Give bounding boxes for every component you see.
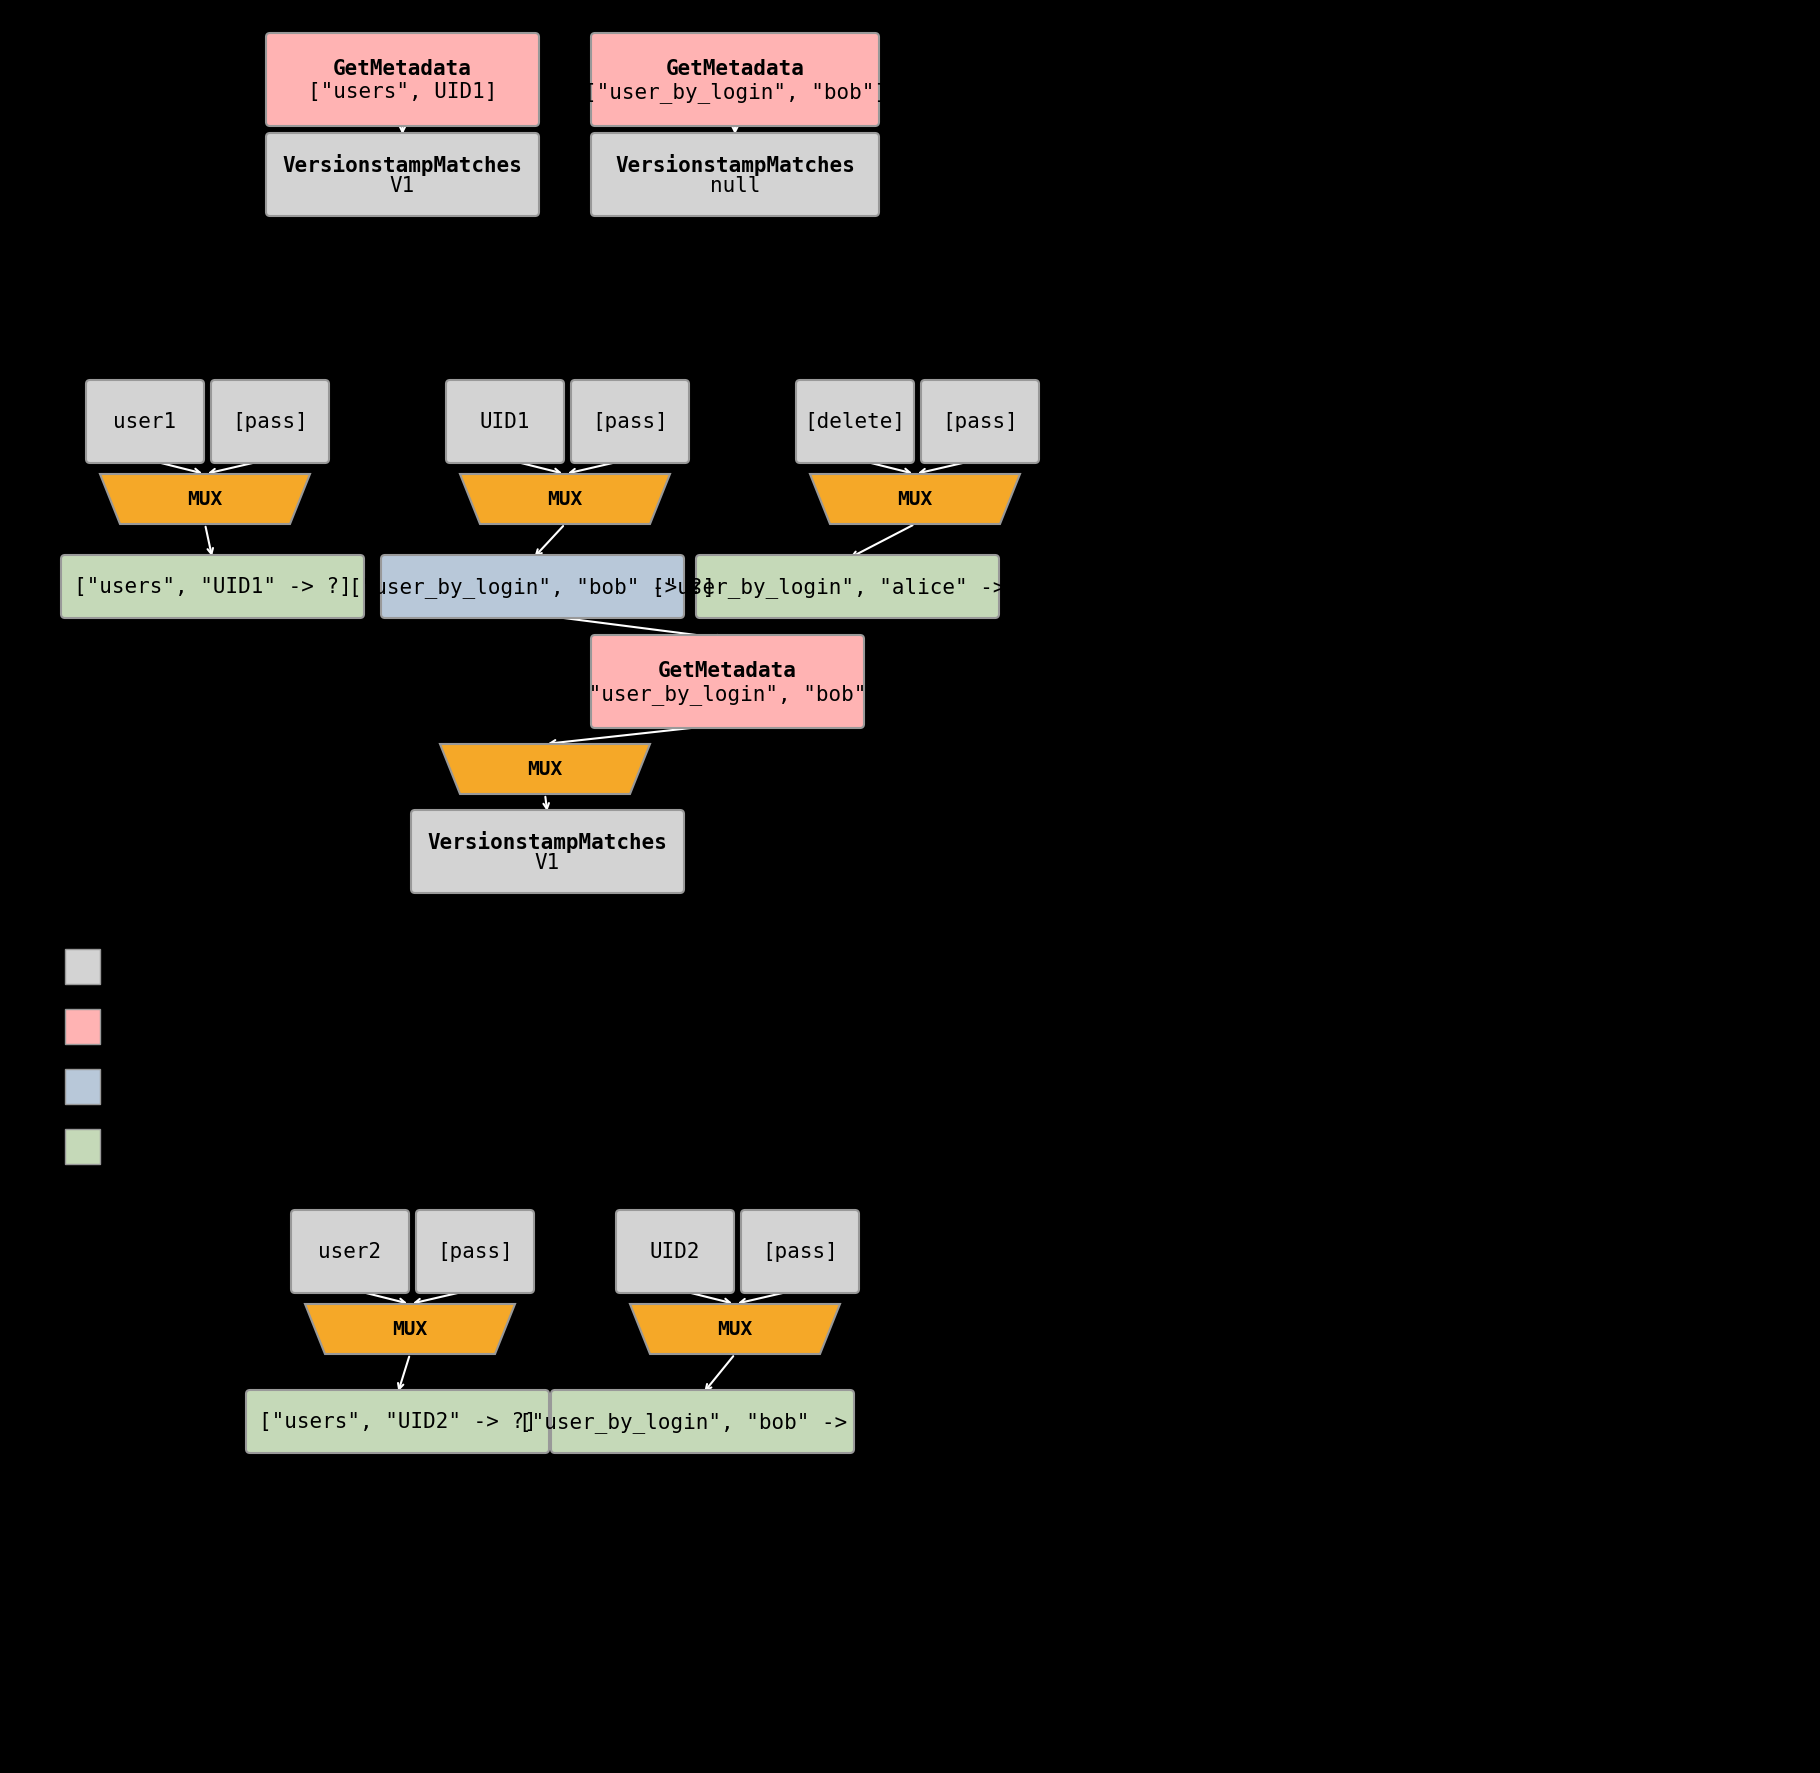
FancyBboxPatch shape <box>266 34 539 128</box>
Text: [delete]: [delete] <box>804 413 906 433</box>
Text: MUX: MUX <box>187 489 222 509</box>
Text: MUX: MUX <box>393 1319 428 1339</box>
Text: null: null <box>710 176 761 195</box>
FancyBboxPatch shape <box>571 381 690 465</box>
Text: VersionstampMatches: VersionstampMatches <box>615 154 855 176</box>
FancyBboxPatch shape <box>741 1211 859 1293</box>
FancyBboxPatch shape <box>592 34 879 128</box>
Text: ["users", UID1]: ["users", UID1] <box>308 82 497 103</box>
Text: [pass]: [pass] <box>437 1241 513 1262</box>
Text: ["user_by_login", "bob"]: ["user_by_login", "bob"] <box>584 82 886 103</box>
FancyBboxPatch shape <box>592 135 879 216</box>
Text: [pass]: [pass] <box>943 413 1017 433</box>
Text: ["users", "UID1" -> ?]: ["users", "UID1" -> ?] <box>73 578 351 598</box>
Text: MUX: MUX <box>717 1319 753 1339</box>
Polygon shape <box>460 475 670 525</box>
Text: ["users", "UID2" -> ?]: ["users", "UID2" -> ?] <box>258 1411 537 1431</box>
FancyBboxPatch shape <box>291 1211 410 1293</box>
FancyBboxPatch shape <box>62 555 364 619</box>
FancyBboxPatch shape <box>615 1211 733 1293</box>
Text: GetMetadata: GetMetadata <box>659 660 797 681</box>
FancyBboxPatch shape <box>446 381 564 465</box>
Text: UID2: UID2 <box>650 1241 701 1262</box>
FancyBboxPatch shape <box>246 1390 550 1454</box>
FancyBboxPatch shape <box>211 381 329 465</box>
FancyBboxPatch shape <box>66 950 100 984</box>
Text: [pass]: [pass] <box>592 413 668 433</box>
FancyBboxPatch shape <box>921 381 1039 465</box>
FancyBboxPatch shape <box>411 810 684 894</box>
Text: MUX: MUX <box>528 761 562 778</box>
FancyBboxPatch shape <box>592 637 864 729</box>
Text: ["user_by_login", "bob" -> ?]: ["user_by_login", "bob" -> ?] <box>349 576 715 598</box>
FancyBboxPatch shape <box>66 1009 100 1044</box>
Text: [pass]: [pass] <box>763 1241 837 1262</box>
FancyBboxPatch shape <box>86 381 204 465</box>
Text: UID1: UID1 <box>480 413 530 433</box>
Text: MUX: MUX <box>548 489 582 509</box>
FancyBboxPatch shape <box>266 135 539 216</box>
FancyBboxPatch shape <box>66 1069 100 1105</box>
Text: ["user_by_login", "bob"]: ["user_by_login", "bob"] <box>575 684 879 704</box>
Text: V1: V1 <box>389 176 415 195</box>
Polygon shape <box>440 745 650 794</box>
Text: VersionstampMatches: VersionstampMatches <box>282 154 522 176</box>
FancyBboxPatch shape <box>417 1211 533 1293</box>
Text: GetMetadata: GetMetadata <box>333 59 471 78</box>
Polygon shape <box>306 1305 515 1355</box>
FancyBboxPatch shape <box>695 555 999 619</box>
Text: GetMetadata: GetMetadata <box>666 59 804 78</box>
Text: ["user_by_login", "alice" -> ?]: ["user_by_login", "alice" -> ?] <box>652 576 1043 598</box>
Polygon shape <box>810 475 1019 525</box>
FancyBboxPatch shape <box>380 555 684 619</box>
Text: VersionstampMatches: VersionstampMatches <box>428 830 668 853</box>
Text: [pass]: [pass] <box>233 413 308 433</box>
Polygon shape <box>100 475 309 525</box>
FancyBboxPatch shape <box>66 1129 100 1165</box>
Text: V1: V1 <box>535 853 561 872</box>
Text: MUX: MUX <box>897 489 932 509</box>
FancyBboxPatch shape <box>795 381 914 465</box>
FancyBboxPatch shape <box>551 1390 854 1454</box>
Polygon shape <box>630 1305 841 1355</box>
Text: user1: user1 <box>113 413 177 433</box>
Text: ["user_by_login", "bob" -> ?]: ["user_by_login", "bob" -> ?] <box>519 1411 886 1433</box>
Text: user2: user2 <box>318 1241 382 1262</box>
